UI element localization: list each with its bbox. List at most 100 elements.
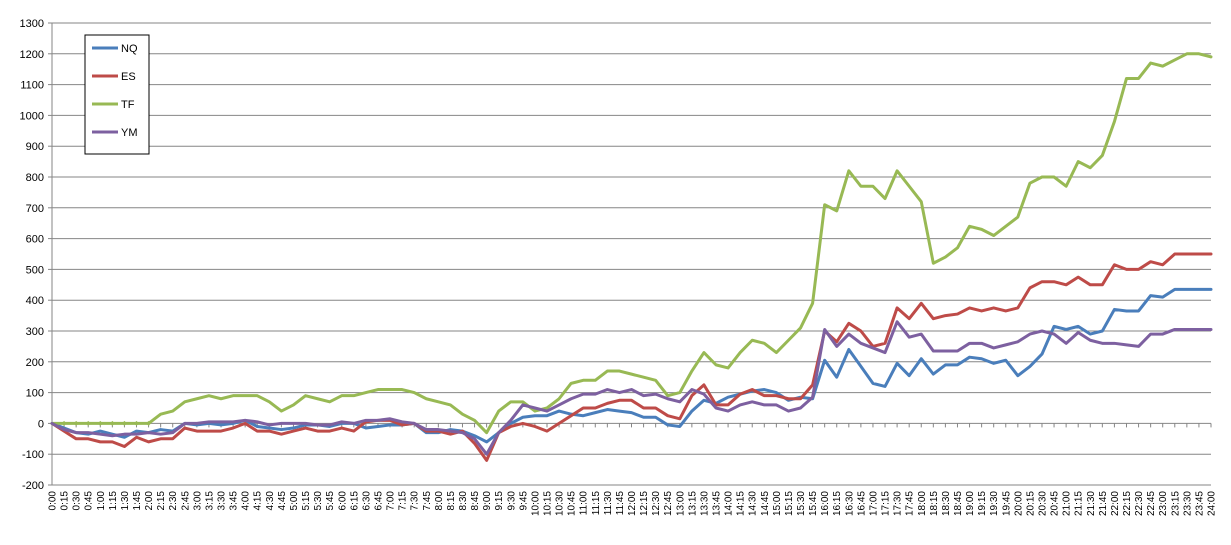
x-tick-label: 11:45 bbox=[615, 491, 626, 516]
series-lines bbox=[50, 52, 1213, 462]
x-tick-label: 7:15 bbox=[398, 491, 409, 511]
x-tick-label: 13:30 bbox=[699, 491, 710, 516]
x-tick-label: 6:45 bbox=[373, 491, 384, 511]
x-tick-label: 4:30 bbox=[265, 491, 276, 511]
x-tick-labels: 0:00 0:15 0:30 0:45 1:00 1:15 1:30 1:45 2:00 2:15… bbox=[48, 491, 1218, 516]
x-tick-label: 4:45 bbox=[277, 491, 288, 511]
marker-tf bbox=[61, 420, 67, 426]
y-tick-label: 1000 bbox=[20, 110, 44, 122]
legend-label-ym: YM bbox=[121, 127, 138, 139]
legend: NQ ES TF YM bbox=[84, 34, 150, 155]
x-tick-label: 11:15 bbox=[591, 491, 602, 516]
x-tick-label: 10:30 bbox=[555, 491, 566, 516]
x-tick-label: 16:00 bbox=[820, 491, 831, 516]
x-tick-label: 13:00 bbox=[675, 491, 686, 516]
x-tick-label: 17:30 bbox=[893, 491, 904, 516]
x-tick-label: 3:15 bbox=[204, 491, 215, 511]
x-tick-label: 19:00 bbox=[965, 491, 976, 516]
x-tick-label: 5:15 bbox=[301, 491, 312, 511]
x-tick-label: 20:30 bbox=[1037, 491, 1048, 516]
y-tick-label: 300 bbox=[26, 326, 44, 338]
x-tick-label: 13:15 bbox=[687, 491, 698, 516]
series-line-tf bbox=[50, 52, 1213, 435]
x-tick-label: 1:15 bbox=[108, 491, 119, 511]
x-tick-label: 10:00 bbox=[530, 491, 541, 516]
y-tick-label: 1300 bbox=[20, 18, 44, 30]
x-tick-label: 22:30 bbox=[1134, 491, 1145, 516]
marker-tf bbox=[85, 420, 91, 426]
x-tick-label: 19:30 bbox=[989, 491, 1000, 516]
x-tick-label: 7:00 bbox=[386, 491, 397, 511]
x-tick-label: 2:30 bbox=[168, 491, 179, 511]
x-tick-label: 0:45 bbox=[84, 491, 95, 511]
x-tick-label: 9:15 bbox=[494, 491, 505, 511]
x-tick-label: 15:00 bbox=[772, 491, 783, 516]
axes bbox=[51, 23, 1211, 485]
x-tick-label: 18:30 bbox=[941, 491, 952, 516]
x-tick-label: 0:30 bbox=[72, 491, 83, 511]
x-tick-label: 19:45 bbox=[1001, 491, 1012, 516]
x-tick-label: 10:45 bbox=[567, 491, 578, 516]
x-tick-label: 19:15 bbox=[977, 491, 988, 516]
x-tick-label: 23:30 bbox=[1182, 491, 1193, 516]
x-tick-label: 5:30 bbox=[313, 491, 324, 511]
y-tick-label: 400 bbox=[26, 295, 44, 307]
x-tick-label: 12:00 bbox=[627, 491, 638, 516]
series-line-ym bbox=[50, 320, 1213, 456]
x-tick-label: 23:15 bbox=[1170, 491, 1181, 516]
x-tick-label: 2:00 bbox=[144, 491, 155, 511]
x-tick-label: 12:45 bbox=[663, 491, 674, 516]
x-tick-label: 2:45 bbox=[180, 491, 191, 511]
y-tick-label: 0 bbox=[38, 418, 44, 430]
x-tick-label: 3:45 bbox=[229, 491, 240, 511]
x-tick-label: 7:45 bbox=[422, 491, 433, 511]
x-tick-label: 0:15 bbox=[60, 491, 71, 511]
x-tick-label: 21:30 bbox=[1086, 491, 1097, 516]
x-tick-label: 0:00 bbox=[48, 491, 59, 511]
marker-tf bbox=[134, 420, 140, 426]
x-tick-label: 10:15 bbox=[542, 491, 553, 516]
x-tick-label: 8:00 bbox=[434, 491, 445, 511]
x-tick-label: 4:00 bbox=[241, 491, 252, 511]
y-tick-label: 200 bbox=[26, 357, 44, 369]
legend-label-nq: NQ bbox=[121, 43, 138, 55]
y-tick-label: 700 bbox=[26, 203, 44, 215]
x-tick-label: 1:00 bbox=[96, 491, 107, 511]
x-tick-label: 18:00 bbox=[917, 491, 928, 516]
x-tick-label: 20:15 bbox=[1025, 491, 1036, 516]
x-tick-label: 3:30 bbox=[217, 491, 228, 511]
x-tick-label: 18:15 bbox=[929, 491, 940, 516]
x-tick-label: 15:30 bbox=[796, 491, 807, 516]
x-tick-label: 22:00 bbox=[1110, 491, 1121, 516]
x-tick-label: 8:30 bbox=[458, 491, 469, 511]
y-tick-label: 100 bbox=[26, 388, 44, 400]
x-tick-label: 14:30 bbox=[748, 491, 759, 516]
y-tick-label: -200 bbox=[22, 480, 44, 492]
x-tick-label: 7:30 bbox=[410, 491, 421, 511]
x-tick-label: 20:45 bbox=[1050, 491, 1061, 516]
marker-tf bbox=[121, 420, 127, 426]
series-line-es bbox=[50, 252, 1213, 462]
x-tick-label: 9:45 bbox=[518, 491, 529, 511]
x-tick-label: 17:45 bbox=[905, 491, 916, 516]
x-tick-label: 3:00 bbox=[192, 491, 203, 511]
x-tick-label: 18:45 bbox=[953, 491, 964, 516]
x-tick-label: 11:30 bbox=[603, 491, 614, 516]
x-tick-label: 17:15 bbox=[881, 491, 892, 516]
y-tick-label: 900 bbox=[26, 141, 44, 153]
x-tick-label: 21:00 bbox=[1062, 491, 1073, 516]
y-tick-label: 600 bbox=[26, 234, 44, 246]
legend-label-es: ES bbox=[121, 71, 136, 83]
x-tick-label: 16:15 bbox=[832, 491, 843, 516]
x-tick-label: 12:15 bbox=[639, 491, 650, 516]
x-tick-label: 14:15 bbox=[736, 491, 747, 516]
marker-tf bbox=[146, 420, 152, 426]
legend-label-tf: TF bbox=[121, 99, 135, 111]
y-tick-label: 1200 bbox=[20, 49, 44, 61]
x-tick-label: 5:00 bbox=[289, 491, 300, 511]
x-tick-label: 6:30 bbox=[361, 491, 372, 511]
x-tick-label: 8:15 bbox=[446, 491, 457, 511]
x-tick-label: 6:15 bbox=[349, 491, 360, 511]
x-tick-label: 1:45 bbox=[132, 491, 143, 511]
